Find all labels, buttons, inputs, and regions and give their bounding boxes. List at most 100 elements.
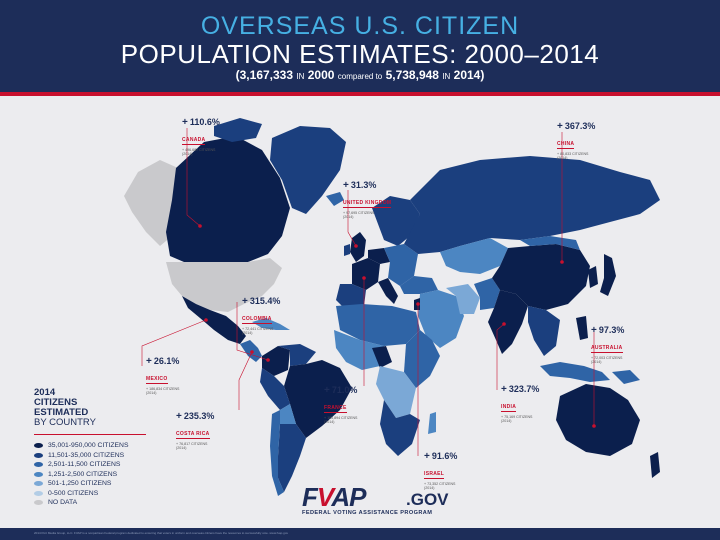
leader-canada bbox=[186, 128, 201, 227]
region-usa bbox=[166, 258, 282, 312]
callout-costarica-pct: 235.3% bbox=[183, 411, 215, 421]
callout-australia-pct: 97.3% bbox=[598, 325, 625, 335]
callout-australia-year: (2014) bbox=[591, 360, 602, 364]
logo-gov: .GOV bbox=[406, 490, 449, 509]
callout-canada-year: (2014) bbox=[182, 152, 193, 156]
region-mexico bbox=[182, 296, 246, 344]
region-chile bbox=[270, 410, 284, 496]
region-iberia bbox=[336, 284, 366, 310]
callout-mexico: +26.1% MEXICO + 186,834 CITIZENS (2014) bbox=[146, 356, 179, 395]
callout-india-plus: + bbox=[501, 384, 507, 395]
legend-swatch bbox=[34, 500, 43, 505]
region-germany bbox=[368, 248, 390, 264]
region-france bbox=[352, 258, 380, 290]
region-iran bbox=[446, 284, 480, 314]
callout-china-country: CHINA bbox=[557, 141, 575, 149]
marker-colombia bbox=[266, 358, 270, 362]
legend-swatch bbox=[34, 481, 43, 486]
marker-costarica bbox=[250, 350, 254, 354]
region-scandinavia bbox=[372, 196, 420, 246]
callout-india-citizens: + 75,169 CITIZENS bbox=[501, 415, 533, 419]
callout-israel-year: (2014) bbox=[424, 486, 435, 490]
region-madagascar bbox=[428, 412, 436, 434]
callout-canada: +110.6% CANADA + 496,687 CITIZENS (2014) bbox=[182, 117, 220, 156]
callout-uk-citizens: + 97,695 CITIZENS bbox=[343, 211, 375, 215]
leader-uk bbox=[347, 190, 357, 247]
legend-item: 501-1,250 CITIZENS bbox=[34, 479, 174, 488]
region-bolivia bbox=[280, 404, 296, 430]
legend-item: NO DATA bbox=[34, 498, 174, 507]
region-italy bbox=[378, 278, 398, 304]
leader-india bbox=[496, 323, 505, 390]
region-nigeria bbox=[372, 346, 392, 368]
legend-item: 2,501-11,500 CITIZENS bbox=[34, 460, 174, 469]
region-greenland bbox=[270, 126, 346, 214]
callout-costarica-country: COSTA RICA bbox=[176, 431, 210, 439]
region-india bbox=[488, 290, 528, 354]
logo-letters-ap: AP bbox=[331, 482, 366, 512]
callout-mexico-country: MEXICO bbox=[146, 376, 168, 384]
legend-label: 2,501-11,500 CITIZENS bbox=[48, 461, 121, 468]
subtitle-compared: compared to bbox=[337, 72, 383, 81]
callout-canada-citizens: + 496,687 CITIZENS bbox=[182, 148, 216, 152]
region-ireland bbox=[344, 244, 350, 256]
region-canada-islands bbox=[214, 118, 262, 142]
callout-canada-country: CANADA bbox=[182, 137, 206, 145]
region-brazil bbox=[284, 360, 352, 438]
region-australia bbox=[556, 384, 640, 456]
header-banner: OVERSEAS U.S. CITIZEN POPULATION ESTIMAT… bbox=[0, 0, 720, 92]
legend-swatch bbox=[34, 462, 43, 467]
region-pakistan-afg bbox=[474, 278, 500, 310]
subtitle-in-1: IN bbox=[296, 72, 305, 81]
callout-colombia-pct: 315.4% bbox=[249, 296, 281, 306]
region-eastern-europe bbox=[384, 244, 418, 286]
marker-australia bbox=[592, 424, 596, 428]
callout-australia: +97.3% AUSTRALIA + 72,003 CITIZENS (2014… bbox=[591, 325, 624, 364]
callout-costarica: +235.3% COSTA RICA + 76,817 CITIZENS (20… bbox=[176, 411, 214, 450]
callout-australia-citizens: + 72,003 CITIZENS bbox=[591, 356, 623, 360]
region-png bbox=[612, 370, 640, 384]
callout-uk: +31.3% UNITED KINGDOM + 97,695 CITIZENS … bbox=[343, 180, 392, 219]
region-mongolia bbox=[520, 236, 580, 250]
callout-china-pct: 367.3% bbox=[564, 121, 596, 131]
region-southern-africa bbox=[380, 400, 420, 456]
callout-uk-country: UNITED KINGDOM bbox=[343, 200, 392, 208]
leader-colombia bbox=[236, 302, 269, 361]
callout-france-country: FRANCE bbox=[324, 405, 347, 413]
legend-title-citizens: CITIZENS bbox=[34, 397, 78, 408]
legend-label: 501-1,250 CITIZENS bbox=[48, 480, 112, 487]
callout-france-citizens: + 105,894 CITIZENS bbox=[324, 416, 358, 420]
region-alaska bbox=[124, 160, 178, 246]
region-china bbox=[492, 244, 590, 310]
legend-label: 11,501-35,000 CITIZENS bbox=[48, 451, 125, 459]
region-east-africa bbox=[404, 330, 440, 388]
marker-uk bbox=[354, 244, 358, 248]
region-middle-east bbox=[418, 290, 464, 348]
callout-china-year: (2014) bbox=[557, 156, 568, 160]
callout-colombia: +315.4% COLOMBIA + 72,441 CITIZENS (2014… bbox=[242, 296, 280, 335]
callout-markers bbox=[198, 224, 596, 428]
subtitle: (3,167,333 IN 2000 compared to 5,738,948… bbox=[0, 68, 720, 82]
callout-costarica-year: (2014) bbox=[176, 446, 187, 450]
region-west-africa bbox=[334, 330, 384, 370]
callout-china: +367.3% CHINA + 80,833 CITIZENS (2014) bbox=[557, 121, 595, 160]
callout-france-pct: 71.0% bbox=[331, 385, 358, 395]
footer-text: 2014 Port Media Group, LLC. FVAP is a no… bbox=[34, 531, 289, 535]
subtitle-2014-value: 5,738,948 bbox=[385, 68, 439, 82]
region-north-africa bbox=[336, 304, 420, 346]
fvap-logo[interactable]: FVAP .GOV FEDERAL VOTING ASSISTANCE PROG… bbox=[302, 482, 462, 518]
title-line-1: OVERSEAS U.S. CITIZEN bbox=[200, 12, 520, 40]
marker-mexico bbox=[204, 318, 208, 322]
world-map bbox=[124, 118, 660, 496]
callout-costarica-citizens: + 76,817 CITIZENS bbox=[176, 442, 208, 446]
callout-india-country: INDIA bbox=[501, 404, 517, 412]
marker-france bbox=[362, 276, 366, 280]
title-line-2: POPULATION ESTIMATES: 2000–2014 bbox=[120, 39, 600, 69]
callout-india-pct: 323.7% bbox=[508, 384, 540, 394]
callout-uk-plus: + bbox=[343, 180, 349, 191]
legend-label: NO DATA bbox=[48, 499, 78, 506]
legend-swatch bbox=[34, 452, 43, 458]
region-se-asia bbox=[528, 306, 560, 356]
callout-canada-pct: 110.6% bbox=[189, 117, 220, 127]
callout-canada-plus: + bbox=[182, 117, 188, 128]
